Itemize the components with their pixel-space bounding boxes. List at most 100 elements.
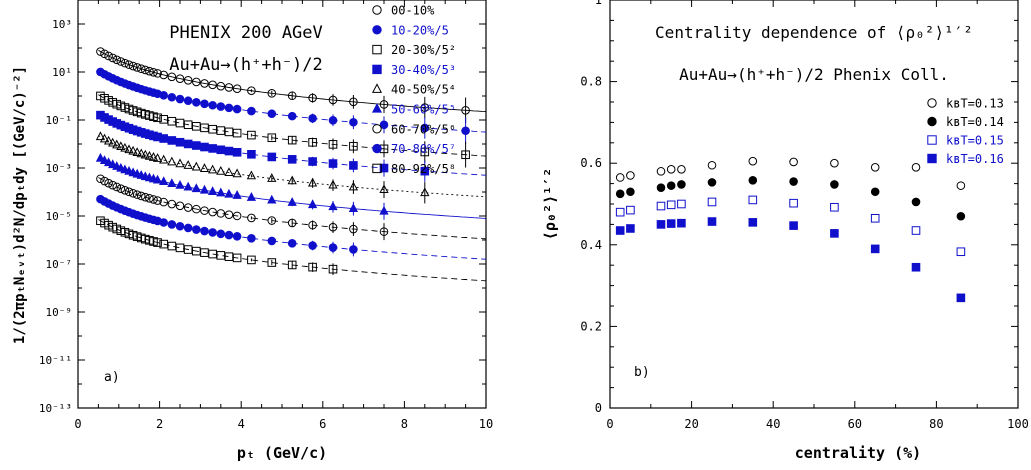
- panel-b-point: [789, 198, 798, 208]
- panel-a-point: [183, 203, 193, 212]
- panel-a-point: [159, 91, 168, 100]
- panel-b-point: [748, 156, 758, 166]
- panel-b-point: [956, 211, 966, 221]
- panel-b-point: [830, 158, 839, 168]
- panel-a-point: [379, 205, 389, 215]
- panel-a-point: [420, 166, 430, 176]
- panel-a-point: [112, 139, 122, 149]
- panel-a-point: [267, 216, 277, 225]
- panel-a-point: [192, 225, 201, 234]
- panel-a-point: [183, 120, 193, 130]
- panel-a-point: [267, 109, 277, 119]
- panel-a-point: [153, 69, 162, 78]
- panel-a-point: [183, 245, 193, 254]
- panel-a-fit-8: [98, 197, 487, 260]
- panel-a-point: [108, 53, 117, 63]
- panel-a-point: [216, 187, 226, 197]
- panel-a-point: [167, 156, 177, 166]
- panel-a-legend-marker: [372, 64, 382, 75]
- panel-b-point: [870, 187, 880, 197]
- panel-b-x-tick-label: 80: [929, 417, 943, 431]
- panel-a-y-tick-label: 10⁻³: [46, 162, 73, 175]
- panel-a-point: [116, 57, 126, 66]
- panel-b-legend-marker: [927, 116, 937, 127]
- panel-a-point: [328, 243, 338, 252]
- panel-a-point: [120, 142, 130, 152]
- panel-a-point: [247, 86, 256, 96]
- panel-b-point: [677, 165, 686, 174]
- panel-a-point: [175, 137, 185, 147]
- panel-a-point: [216, 102, 226, 111]
- panel-a-point: [308, 220, 317, 230]
- panel-a-point: [120, 186, 130, 195]
- panel-b-title-line2: Au+Au→(h⁺+h⁻)/2 Phenix Coll.: [679, 65, 949, 84]
- panel-a-y-tick-label: 10⁻⁵: [46, 210, 73, 223]
- panel-a-ticks: 0 2 4 6 8 10 10³ 10¹ 10⁻¹ 10⁻³ 10⁻⁵ 10⁻⁷ 10⁻⁹ 10⁻¹¹ 10…: [39, 0, 493, 431]
- panel-a-point: [307, 199, 318, 209]
- panel-a-point: [267, 152, 277, 162]
- panel-a-point: [192, 246, 201, 256]
- panel-a-point: [183, 181, 193, 191]
- panel-b-point: [748, 195, 758, 205]
- panel-b-legend-label: kʙT=0.15: [946, 134, 1004, 148]
- panel-b-point: [789, 177, 798, 186]
- panel-b-point: [911, 162, 921, 172]
- panel-a-point: [247, 106, 256, 116]
- panel-a-point: [232, 231, 242, 241]
- panel-a-point: [224, 83, 234, 92]
- panel-a-point: [349, 97, 358, 107]
- panel-a-point: [128, 188, 138, 198]
- panel-b-legend-marker: [927, 98, 937, 108]
- panel-a-x-tick-label: 8: [401, 417, 408, 431]
- panel-a-x-tick-label: 4: [238, 417, 245, 431]
- panel-a-point: [175, 158, 185, 168]
- panel-a-point: [308, 138, 317, 147]
- panel-a-point: [379, 163, 389, 173]
- panel-a-point: [183, 76, 193, 85]
- panel-a-point: [328, 222, 338, 232]
- panel-a-point: [308, 114, 317, 123]
- panel-b-point: [666, 200, 676, 210]
- panel-b-legend-label: kʙT=0.14: [946, 115, 1004, 129]
- panel-a-point: [96, 47, 105, 56]
- panel-a-point: [175, 94, 185, 104]
- panel-a-point: [232, 190, 242, 199]
- panel-b-point: [626, 187, 635, 197]
- panel-b-point: [707, 178, 717, 187]
- panel-a-point: [159, 218, 168, 227]
- panel-a-x-tick-label: 10: [479, 417, 493, 431]
- panel-a-point: [159, 239, 168, 249]
- panel-a-point: [145, 66, 154, 76]
- panel-a-point: [208, 100, 217, 110]
- panel-a-point: [159, 115, 168, 124]
- panel-a-point: [328, 159, 338, 168]
- panel-a-point: [349, 161, 358, 170]
- panel-b-y-tick-label: 0: [595, 401, 602, 415]
- panel-a-point: [199, 163, 210, 172]
- panel-a-point: [167, 178, 177, 187]
- panel-b-x-tick-label: 20: [684, 417, 698, 431]
- panel-a-point: [95, 131, 106, 141]
- panel-b-y-tick-label: 0.2: [580, 319, 602, 333]
- panel-b-legend-label: kʙT=0.16: [946, 152, 1004, 166]
- panel-a-point: [247, 213, 256, 223]
- panel-a-point: [124, 187, 134, 197]
- panel-a-legend-marker: [372, 25, 382, 35]
- panel-b-x-tick-label: 0: [606, 417, 613, 431]
- panel-b-point: [666, 219, 676, 228]
- panel-b-xlabel: centrality (%): [795, 444, 921, 462]
- panel-a-point: [267, 258, 277, 267]
- panel-a-point: [379, 100, 389, 109]
- panel-a-point: [167, 92, 177, 102]
- panel-b-x-tick-label: 60: [848, 417, 862, 431]
- panel-b-point: [956, 293, 966, 303]
- panel-b-title-line1: Centrality dependence of ⟨ρ₀²⟩¹′²: [655, 23, 973, 42]
- panel-a-point: [128, 145, 138, 155]
- panel-b-point: [748, 218, 758, 227]
- panel-a-legend-marker: [371, 103, 383, 113]
- panel-a-point: [200, 206, 209, 215]
- panel-a-point: [141, 192, 150, 202]
- panel-a-point: [349, 141, 358, 151]
- panel-a-point: [104, 178, 113, 188]
- panel-a-point: [136, 148, 146, 158]
